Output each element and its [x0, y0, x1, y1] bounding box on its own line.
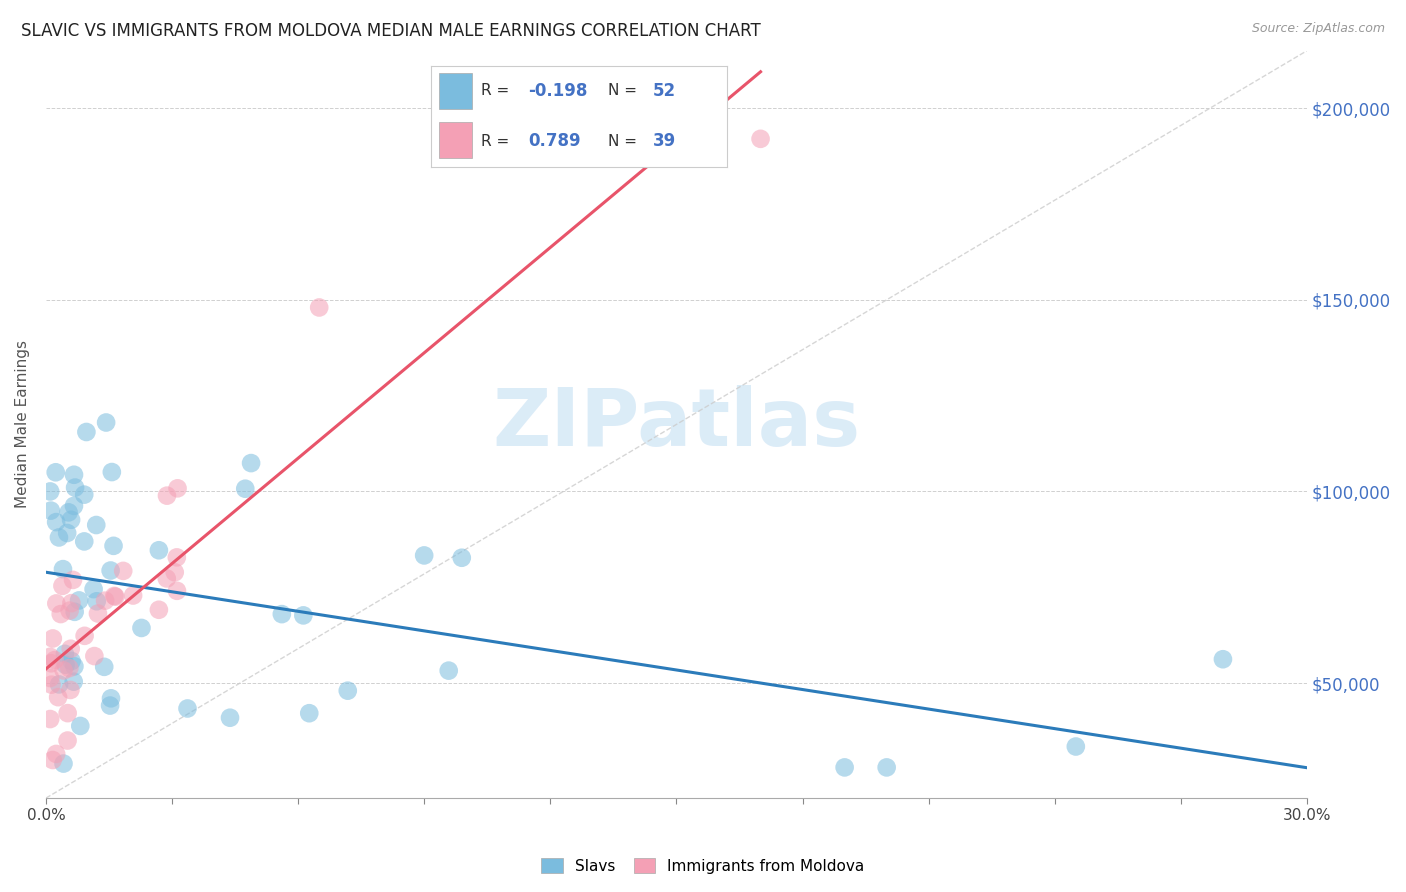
Point [104, 590, 127, 604]
Point [63, 499, 86, 513]
Point [156, 572, 179, 586]
Point [166, 481, 188, 495]
Point [52, 562, 75, 576]
Point [46, 690, 69, 705]
Point [308, 301, 330, 315]
Text: Source: ZipAtlas.com: Source: ZipAtlas.com [1251, 22, 1385, 36]
Point [53, 647, 76, 661]
Point [41, 678, 63, 692]
Point [60, 596, 83, 610]
Point [83, 582, 105, 596]
Text: ZIPatlas: ZIPatlas [492, 385, 860, 463]
Point [103, 539, 125, 553]
Point [100, 691, 122, 706]
Point [67, 593, 90, 607]
Point [98, 698, 121, 713]
Point [56, 706, 79, 720]
Point [73, 629, 96, 643]
Point [166, 583, 188, 598]
Point [103, 589, 125, 603]
Point [63, 481, 86, 495]
Legend: Slavs, Immigrants from Moldova: Slavs, Immigrants from Moldova [536, 852, 870, 880]
Point [39, 712, 62, 726]
Point [834, 760, 856, 774]
Point [39, 657, 62, 671]
Point [48, 677, 70, 691]
Point [83, 649, 105, 664]
Point [100, 564, 122, 578]
Point [413, 549, 436, 563]
Point [73, 534, 96, 549]
Point [60, 654, 83, 668]
Point [75, 425, 97, 439]
Point [437, 664, 460, 678]
Point [60, 513, 83, 527]
Point [176, 701, 198, 715]
Point [131, 621, 153, 635]
Point [45, 596, 67, 610]
Point [58, 661, 80, 675]
Point [84, 518, 107, 533]
Point [48, 531, 70, 545]
Point [55, 657, 77, 672]
Point [39, 503, 62, 517]
Point [62, 674, 84, 689]
Point [101, 465, 124, 479]
Point [45, 747, 67, 761]
Point [73, 488, 96, 502]
Point [270, 607, 292, 621]
Point [112, 564, 135, 578]
Point [63, 605, 86, 619]
Point [450, 550, 472, 565]
Point [292, 608, 315, 623]
Point [876, 760, 898, 774]
Point [336, 683, 359, 698]
Point [148, 603, 170, 617]
Point [94, 416, 117, 430]
Point [59, 641, 82, 656]
Point [63, 659, 86, 673]
Point [52, 664, 75, 678]
Point [122, 589, 145, 603]
Point [44, 653, 66, 667]
Point [63, 467, 86, 482]
Point [219, 711, 242, 725]
Point [39, 649, 62, 664]
Point [94, 593, 117, 607]
Point [93, 660, 115, 674]
Point [86, 594, 108, 608]
Point [59, 604, 82, 618]
Point [49, 607, 72, 621]
Point [1212, 652, 1234, 666]
Point [56, 733, 79, 747]
Y-axis label: Median Male Earnings: Median Male Earnings [15, 341, 30, 508]
Point [59, 682, 82, 697]
Point [42, 632, 65, 646]
Point [749, 132, 772, 146]
Point [156, 489, 179, 503]
Point [163, 566, 186, 580]
Point [166, 550, 188, 565]
Text: SLAVIC VS IMMIGRANTS FROM MOLDOVA MEDIAN MALE EARNINGS CORRELATION CHART: SLAVIC VS IMMIGRANTS FROM MOLDOVA MEDIAN… [21, 22, 761, 40]
Point [148, 543, 170, 558]
Point [39, 484, 62, 499]
Point [87, 607, 110, 621]
Point [240, 456, 263, 470]
Point [69, 719, 91, 733]
Point [41, 753, 63, 767]
Point [56, 526, 79, 541]
Point [52, 756, 75, 771]
Point [1064, 739, 1087, 754]
Point [39, 671, 62, 685]
Point [45, 515, 67, 529]
Point [45, 465, 67, 479]
Point [58, 505, 80, 519]
Point [298, 706, 321, 721]
Point [62, 573, 84, 587]
Point [233, 482, 256, 496]
Point [51, 579, 73, 593]
